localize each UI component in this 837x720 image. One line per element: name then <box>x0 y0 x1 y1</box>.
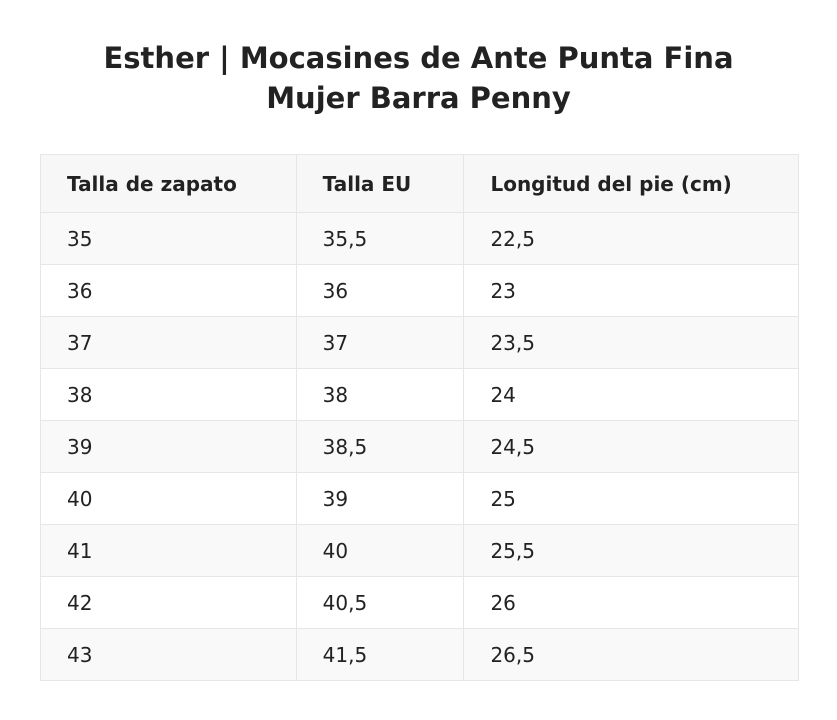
table-row: 37 37 23,5 <box>40 316 799 369</box>
table-row: 35 35,5 22,5 <box>40 212 799 265</box>
title-text: Esther | Mocasines de Ante Punta Fina Mu… <box>103 41 734 115</box>
table-row: 36 36 23 <box>40 264 799 317</box>
title: Esther | Mocasines de Ante Punta Fina Mu… <box>0 38 837 118</box>
table-cell: 38 <box>295 368 465 421</box>
table-row: 42 40,5 26 <box>40 576 799 629</box>
table-cell: 25 <box>463 472 799 525</box>
table-cell: 40,5 <box>295 576 465 629</box>
size-table: Talla de zapato Talla EU Longitud del pie … <box>40 154 799 681</box>
column-header: Talla EU <box>295 154 465 213</box>
table-cell: 24 <box>463 368 799 421</box>
table-cell: 38,5 <box>295 420 465 473</box>
table-cell: 24,5 <box>463 420 799 473</box>
table-cell: 23 <box>463 264 799 317</box>
table-row: 41 40 25,5 <box>40 524 799 577</box>
table-row: 39 38,5 24,5 <box>40 420 799 473</box>
table-cell: 26 <box>463 576 799 629</box>
table-cell: 36 <box>295 264 465 317</box>
table-body: 35 35,5 22,5 36 36 23 37 37 23,5 38 38 24 39 38,5 24,5… <box>40 212 799 681</box>
table-cell: 37 <box>295 316 465 369</box>
table-cell: 35,5 <box>295 212 465 265</box>
column-header: Longitud del pie (cm) <box>463 154 799 213</box>
table-cell: 43 <box>40 628 297 681</box>
table-row: 38 38 24 <box>40 368 799 421</box>
table-head: Talla de zapato Talla EU Longitud del pie … <box>40 154 799 213</box>
header-row: Talla de zapato Talla EU Longitud del pie … <box>40 154 799 213</box>
table-cell: 40 <box>295 524 465 577</box>
table-cell: 35 <box>40 212 297 265</box>
table-cell: 36 <box>40 264 297 317</box>
table-cell: 26,5 <box>463 628 799 681</box>
table-cell: 22,5 <box>463 212 799 265</box>
table-cell: 42 <box>40 576 297 629</box>
table-cell: 39 <box>295 472 465 525</box>
table-cell: 41,5 <box>295 628 465 681</box>
table-cell: 23,5 <box>463 316 799 369</box>
table-cell: 40 <box>40 472 297 525</box>
table-row: 43 41,5 26,5 <box>40 628 799 681</box>
table-row: 40 39 25 <box>40 472 799 525</box>
table-cell: 41 <box>40 524 297 577</box>
column-header: Talla de zapato <box>40 154 297 213</box>
table-cell: 25,5 <box>463 524 799 577</box>
table-cell: 38 <box>40 368 297 421</box>
table-cell: 37 <box>40 316 297 369</box>
table-cell: 39 <box>40 420 297 473</box>
